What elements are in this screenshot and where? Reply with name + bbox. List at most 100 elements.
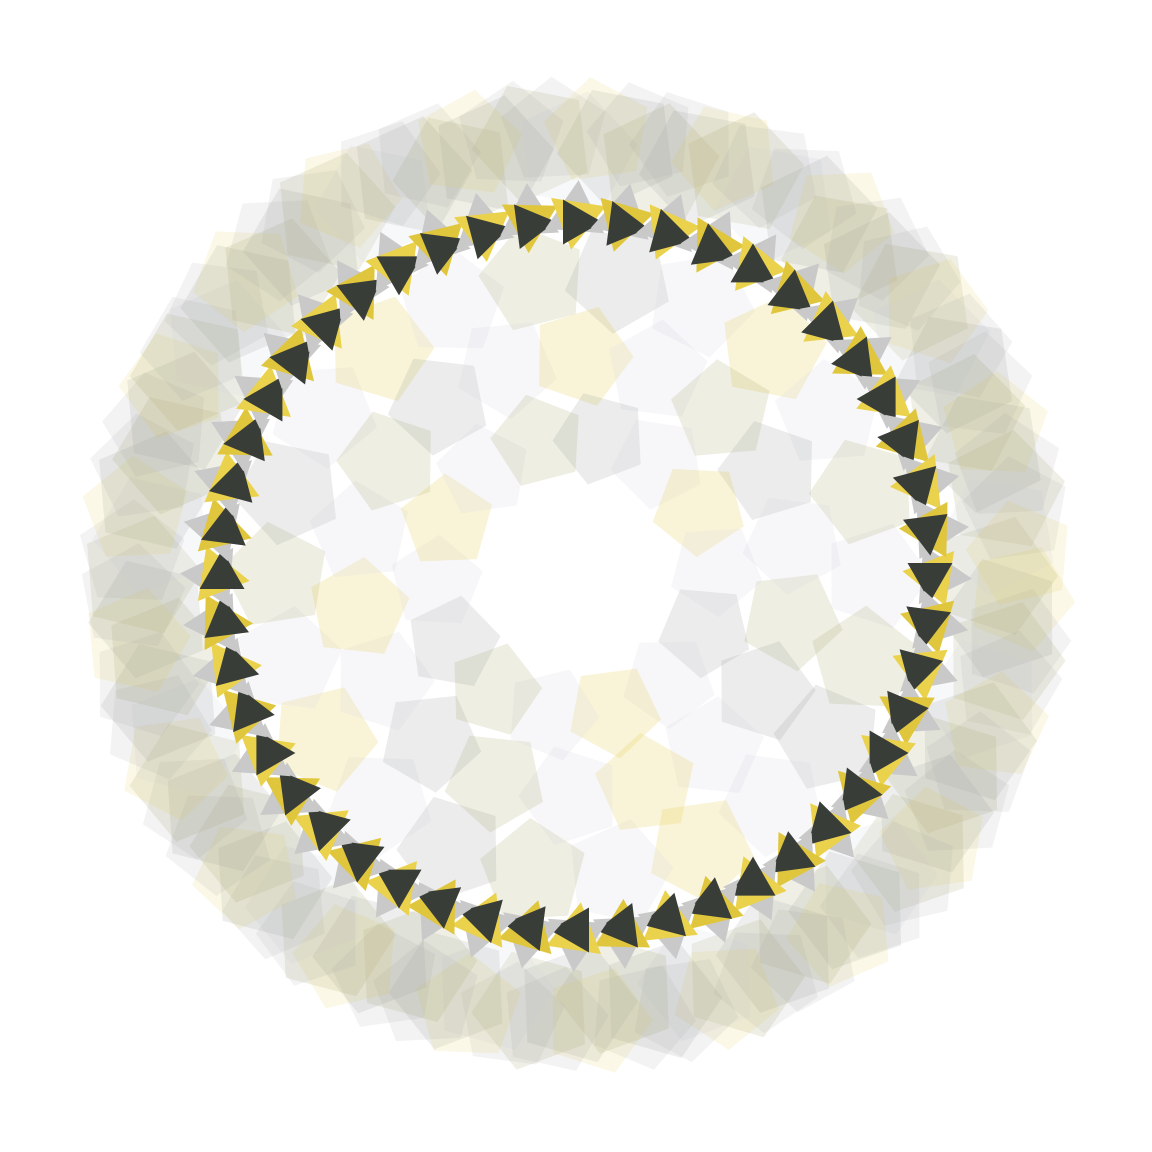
inner-pentagon [724,295,827,400]
arrow-triangle [807,801,852,845]
outer-pentagon [924,682,1038,801]
outer-pentagon [189,784,304,903]
arrow-triangle [339,841,385,883]
outer-pentagon [471,85,588,203]
arrow-triangle [459,899,503,944]
inner-pentagon [221,521,326,625]
outer-pentagon [363,904,478,1022]
outer-pentagon [261,170,366,273]
arrow-triangle [642,892,686,937]
inner-pentagon [773,684,876,789]
outer-pentagon [312,895,427,1014]
inner-pentagon [665,696,764,793]
arrow-triangle [856,376,896,422]
outer-pentagon [118,333,219,439]
outer-pentagon [953,602,1066,720]
outer-pentagon [712,125,816,229]
inner-pentagon [539,306,634,406]
inner-pentagon [454,643,543,735]
outer-pentagon [292,904,395,1009]
outer-pentagon [751,148,857,250]
outer-pentagon [553,968,653,1073]
outer-pentagon [341,121,441,226]
outer-pentagon [819,853,920,959]
outer-pentagon [242,188,359,306]
outer-pentagon [851,243,968,361]
inner-pentagon [382,695,482,793]
inner-pentagon [812,605,917,707]
outer-pentagon [824,816,938,935]
inner-pentagon [658,589,750,679]
outer-pentagon [556,89,673,207]
outer-pentagon [124,717,228,821]
arrow-triangle [269,339,311,385]
arrow-triangle [596,903,638,948]
arrow-triangle [649,208,693,253]
outer-pentagon [373,940,478,1042]
outer-pentagon [438,95,555,213]
outer-pentagon [112,397,228,515]
outer-pentagon [88,587,191,692]
outer-pentagon [888,258,989,364]
arrow-triangle [770,831,816,873]
outer-pentagon [418,89,522,193]
outer-pentagon [167,753,282,872]
outer-pentagon [356,116,473,234]
outer-pentagon [608,940,723,1058]
arrow-triangle [215,642,260,686]
outer-pentagon [129,313,245,431]
outer-pentagon [586,82,689,187]
outer-pentagon [99,631,200,737]
outer-pentagon [388,931,503,1050]
arrow-triangle [199,550,245,589]
arrow-triangle [376,869,422,909]
outer-pentagon [170,279,286,398]
inner-pentagon [744,574,843,672]
outer-pentagon [164,262,269,366]
outer-pentagon [378,103,481,208]
inner-pentagon [334,296,435,402]
arrow-triangle [307,807,351,852]
outer-pentagon [461,961,565,1065]
arrow-triangle [877,419,919,465]
inner-pentagon [671,359,770,456]
outer-pentagon [758,865,872,984]
outer-pentagon [879,786,983,890]
outer-pentagon [471,951,585,1070]
inner-pentagon [276,687,379,792]
arrow-triangle [279,770,321,816]
outer-pentagon [281,878,396,997]
outer-pentagon [825,197,929,301]
outer-pentagon [928,331,1033,434]
arrow-triangle [831,336,873,382]
outer-pentagon [142,758,248,860]
arrow-triangle [899,649,944,693]
inner-pentagon [400,473,493,562]
inner-pentagon [742,497,841,595]
outer-pentagon [459,80,564,182]
inner-pentagon [233,441,336,546]
arrow-triangle [201,504,246,546]
inner-pentagon [238,605,343,709]
center-hole [496,496,656,656]
outer-pentagon [629,92,729,197]
arrow-triangle [730,243,776,283]
outer-pentagon [971,588,1072,694]
arrow-triangle [504,906,546,951]
inner-pentagon [309,480,408,578]
inner-pentagon [570,668,661,759]
inner-pentagon [718,754,823,858]
outer-pentagon [851,794,964,912]
arrow-triangle [550,907,589,953]
outer-pentagon [713,932,818,1034]
outer-pentagon [962,456,1066,560]
outer-pentagon [100,644,216,762]
outer-pentagon [416,952,521,1054]
outer-pentagon [850,821,953,926]
outer-pentagon [245,846,360,964]
outer-pentagon [965,500,1068,605]
arrow-triangle [892,466,937,510]
arrow-triangle [223,416,265,462]
inner-pentagon [480,818,585,920]
